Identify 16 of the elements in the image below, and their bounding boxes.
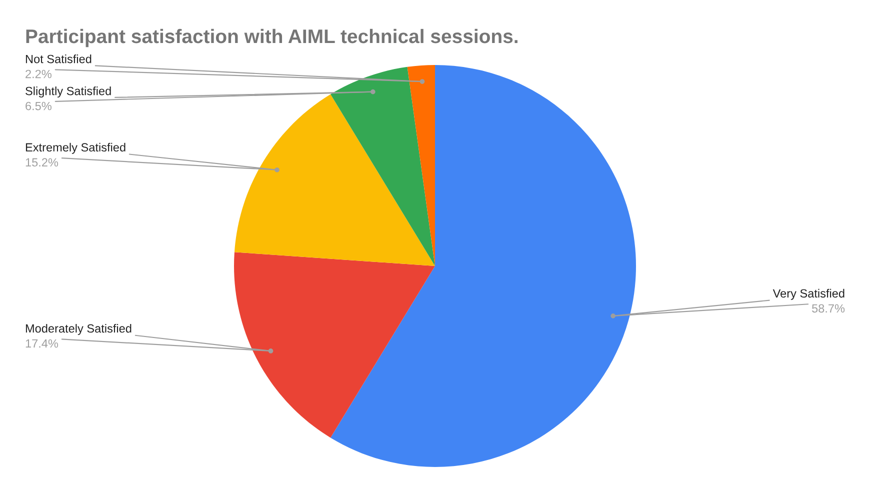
data-label: 6.5%	[26, 102, 52, 110]
slice-label: Very Satisfied	[772, 288, 844, 300]
chart-title: Participant satisfaction with AIML technical sessions.	[26, 28, 518, 48]
slice-label: Extremely Satisfied	[26, 142, 126, 154]
data-label: 15.2%	[26, 158, 58, 167]
pie-slice	[234, 94, 435, 266]
pie-slice	[330, 66, 435, 266]
pie-slice	[407, 65, 435, 266]
slice-label: Not Satisfied	[26, 54, 92, 64]
data-label: 17.4%	[26, 339, 58, 348]
pie-slice	[234, 252, 435, 438]
pie-slice	[330, 65, 636, 467]
slice-label: Moderately Satisfied	[26, 324, 132, 335]
data-label: 58.7%	[812, 304, 845, 313]
slice-label: Slightly Satisfied	[26, 86, 111, 98]
data-label: 2.2%	[26, 70, 52, 78]
